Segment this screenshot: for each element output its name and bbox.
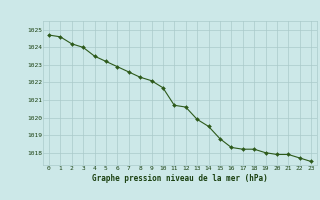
X-axis label: Graphe pression niveau de la mer (hPa): Graphe pression niveau de la mer (hPa) <box>92 174 268 183</box>
